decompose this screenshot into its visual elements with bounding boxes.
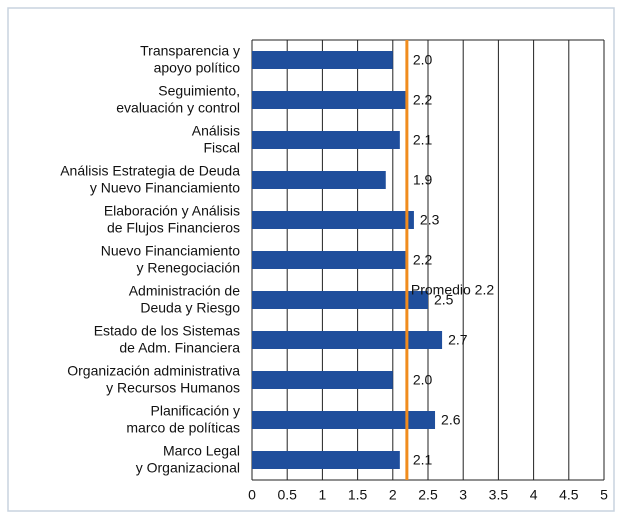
- data-label: 2.2: [413, 92, 433, 108]
- x-tick-label: 3.5: [489, 487, 509, 503]
- data-label: 2.5: [434, 292, 454, 308]
- category-label: Administración de Deuda y Riesgo: [129, 282, 240, 315]
- category-label: Planificación y marco de políticas: [126, 402, 240, 435]
- x-tick-label: 1: [319, 487, 327, 503]
- bar: [252, 331, 443, 349]
- x-tick-label: 4.5: [559, 487, 579, 503]
- bar: [252, 171, 386, 189]
- x-tick-label: 3: [459, 487, 467, 503]
- bar: [252, 371, 393, 389]
- category-label: Estado de los Sistemas de Adm. Financiera: [94, 322, 241, 355]
- data-label: 2.0: [413, 52, 433, 68]
- category-label: Seguimiento, evaluación y control: [116, 82, 240, 115]
- category-label: Análisis Fiscal: [192, 122, 240, 155]
- bar: [252, 211, 414, 229]
- data-label: 2.1: [413, 132, 433, 148]
- bar: [252, 51, 393, 69]
- bar: [252, 451, 400, 469]
- bar: [252, 91, 407, 109]
- category-label: Elaboración y Análisis de Flujos Financie…: [104, 202, 240, 235]
- category-label: Marco Legal y Organizacional: [136, 442, 240, 475]
- bar: [252, 251, 407, 269]
- category-label: Organización administrativa y Recursos Hu…: [67, 362, 240, 395]
- data-label: 2.3: [420, 212, 440, 228]
- average-label: Promedio 2.2: [411, 282, 494, 298]
- category-label: Análisis Estrategia de Deuda y Nuevo Fina…: [60, 162, 240, 195]
- x-tick-label: 5: [600, 487, 608, 503]
- category-label: Nuevo Financiamiento y Renegociación: [101, 242, 241, 275]
- bar: [252, 411, 436, 429]
- data-label: 2.7: [448, 332, 468, 348]
- data-label: 1.9: [413, 172, 433, 188]
- data-label: 2.1: [413, 452, 433, 468]
- bar: [252, 131, 400, 149]
- x-tick-label: 2.5: [418, 487, 438, 503]
- data-label: 2.0: [413, 372, 433, 388]
- data-label: 2.6: [441, 412, 461, 428]
- bar: [252, 291, 428, 309]
- category-label: Transparencia y apoyo político: [140, 42, 240, 75]
- x-tick-label: 0.5: [277, 487, 297, 503]
- data-label: 2.2: [413, 252, 433, 268]
- x-tick-label: 2: [389, 487, 397, 503]
- x-tick-label: 4: [530, 487, 538, 503]
- x-tick-label: 0: [248, 487, 256, 503]
- x-tick-label: 1.5: [348, 487, 368, 503]
